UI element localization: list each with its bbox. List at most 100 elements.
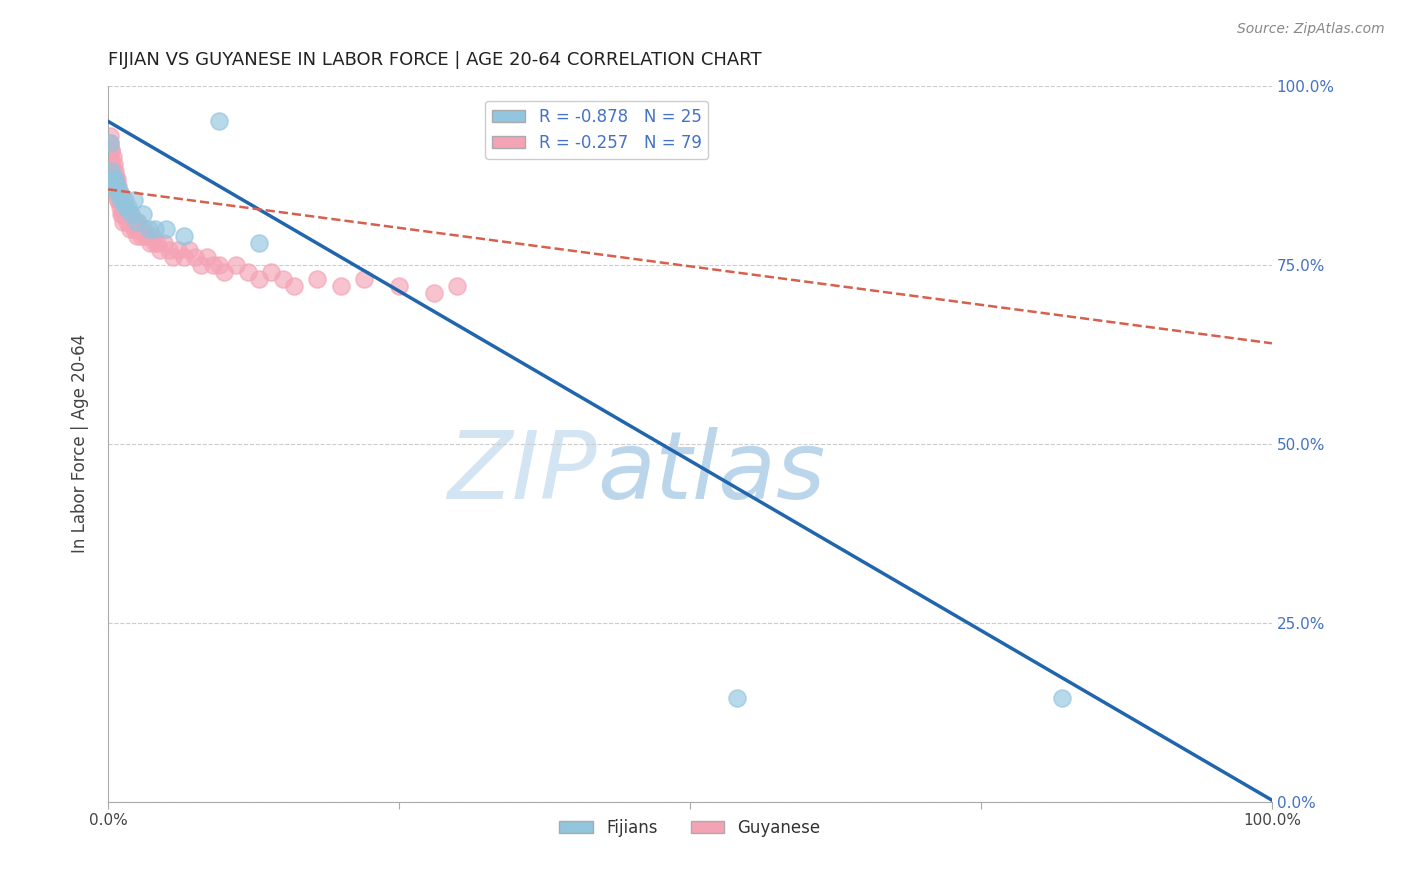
Point [98,143,121,157]
Point [120,207,142,221]
Point [107,193,129,207]
Point [247,272,270,286]
Point [108,200,131,214]
Point [146,235,169,250]
Point [157,244,180,258]
Point [105,171,128,186]
Point [118,214,141,228]
Point [114,193,136,207]
Point [149,244,172,258]
Point [125,221,148,235]
Point [101,164,124,178]
Point [122,221,145,235]
Point [128,221,150,235]
Point [120,207,142,221]
Point [162,251,184,265]
Point [111,207,134,221]
Point [112,200,135,214]
Point [110,193,132,207]
Text: Source: ZipAtlas.com: Source: ZipAtlas.com [1237,22,1385,37]
Point [105,186,128,200]
Point [103,178,125,193]
Point [108,186,131,200]
Point [105,178,128,193]
Point [446,279,468,293]
Point [98,136,121,150]
Point [98,136,121,150]
Point [112,193,135,207]
Legend: Fijians, Guyanese: Fijians, Guyanese [553,812,827,843]
Point [141,228,163,243]
Point [260,265,283,279]
Point [107,186,129,200]
Point [124,214,146,228]
Point [101,171,124,186]
Text: atlas: atlas [596,426,825,517]
Point [100,157,122,171]
Point [271,272,294,286]
Point [179,244,201,258]
Point [105,178,128,193]
Point [136,228,159,243]
Point [201,258,224,272]
Point [173,251,195,265]
Point [247,235,270,250]
Point [108,186,131,200]
Point [114,200,136,214]
Point [143,235,166,250]
Point [307,272,329,286]
Point [112,207,135,221]
Point [132,207,155,221]
Point [101,150,124,164]
Point [117,207,139,221]
Point [353,272,375,286]
Point [236,265,259,279]
Point [214,265,236,279]
Point [283,279,305,293]
Point [100,143,122,157]
Point [129,228,152,243]
Point [190,258,212,272]
Point [117,200,139,214]
Point [166,244,188,258]
Point [101,164,124,178]
Point [184,251,207,265]
Point [104,171,127,186]
Point [1052,690,1074,705]
Point [104,178,127,193]
Point [120,221,142,235]
Point [225,258,247,272]
Point [104,178,127,193]
Point [134,228,156,243]
Point [155,221,177,235]
Point [105,186,128,200]
Point [110,207,132,221]
Y-axis label: In Labor Force | Age 20-64: In Labor Force | Age 20-64 [72,334,89,553]
Point [173,228,195,243]
Point [143,221,166,235]
Point [207,258,229,272]
Point [98,150,121,164]
Point [98,128,121,143]
Point [139,235,162,250]
Point [329,279,352,293]
Point [107,193,129,207]
Point [104,164,127,178]
Point [132,221,155,235]
Point [423,286,446,301]
Point [112,214,135,228]
Point [725,690,748,705]
Point [127,214,149,228]
Text: ZIP: ZIP [447,426,596,517]
Point [388,279,411,293]
Point [153,235,176,250]
Point [103,157,125,171]
Point [110,193,132,207]
Point [195,251,218,265]
Point [107,178,129,193]
Point [115,214,138,228]
Point [121,214,143,228]
Point [105,171,128,186]
Point [114,207,136,221]
Point [111,193,134,207]
